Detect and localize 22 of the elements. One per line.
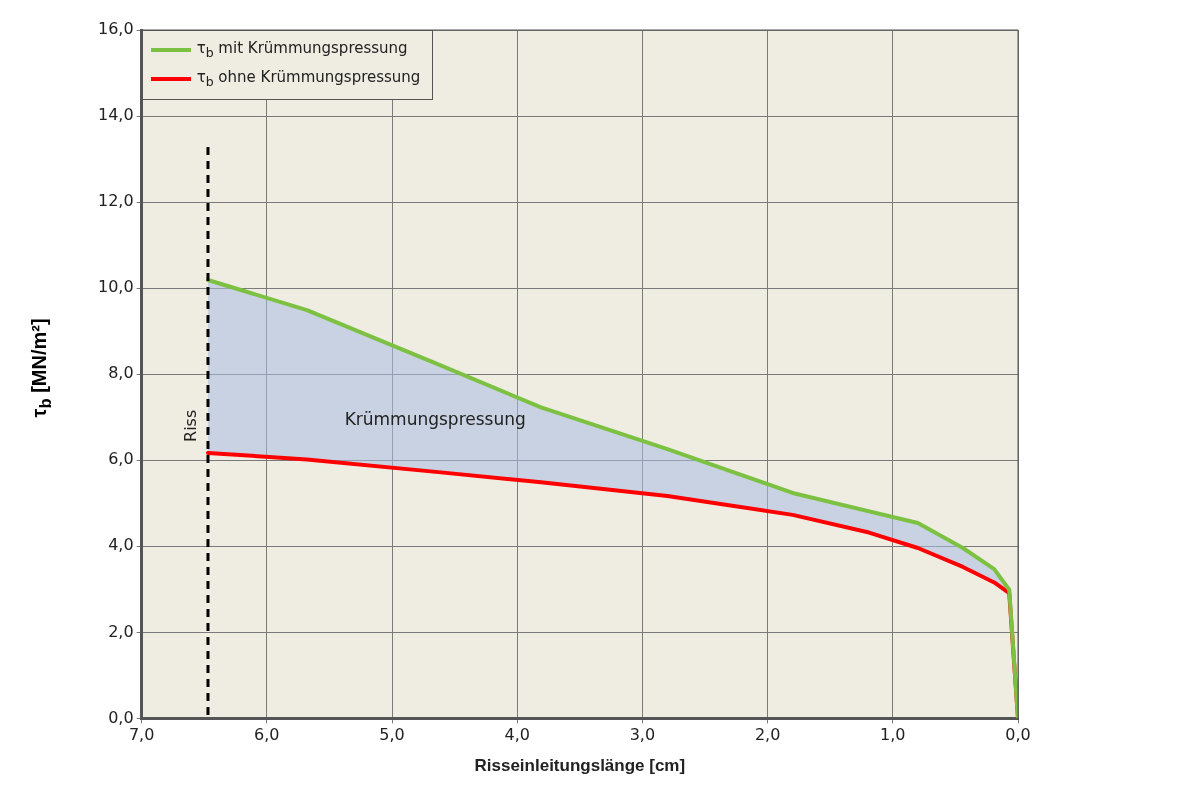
x-tick-label: 2,0 xyxy=(754,725,781,745)
x-tick-label: 6,0 xyxy=(254,725,280,745)
x-tick-label: 1,0 xyxy=(880,725,906,745)
annotation: Krümmungspressung xyxy=(344,408,526,429)
x-axis-title: Risseinleitungslänge [cm] xyxy=(474,756,686,776)
x-tick-label: 0,0 xyxy=(1005,725,1031,745)
y-tick-label: 2,0 xyxy=(108,621,134,641)
x-tick-label: 5,0 xyxy=(379,725,405,745)
x-tick-label: 3,0 xyxy=(629,725,656,745)
y-tick-label: 10,0 xyxy=(98,277,134,297)
legend-label: τ$_{b}$ mit Krümmungspressung xyxy=(196,39,408,60)
y-tick-label: 16,0 xyxy=(98,19,134,39)
y-tick-label: 0,0 xyxy=(108,707,134,727)
ref-line-label: Riss xyxy=(181,409,201,442)
y-tick-label: 6,0 xyxy=(108,449,134,469)
y-tick-label: 14,0 xyxy=(98,105,134,125)
legend-label: τ$_{b}$ ohne Krümmungspressung xyxy=(196,68,421,89)
y-tick-label: 12,0 xyxy=(98,191,134,211)
y-tick-label: 8,0 xyxy=(108,363,134,383)
x-tick-label: 7,0 xyxy=(128,725,155,745)
y-tick-label: 4,0 xyxy=(108,535,134,555)
x-tick-label: 4,0 xyxy=(504,725,530,745)
